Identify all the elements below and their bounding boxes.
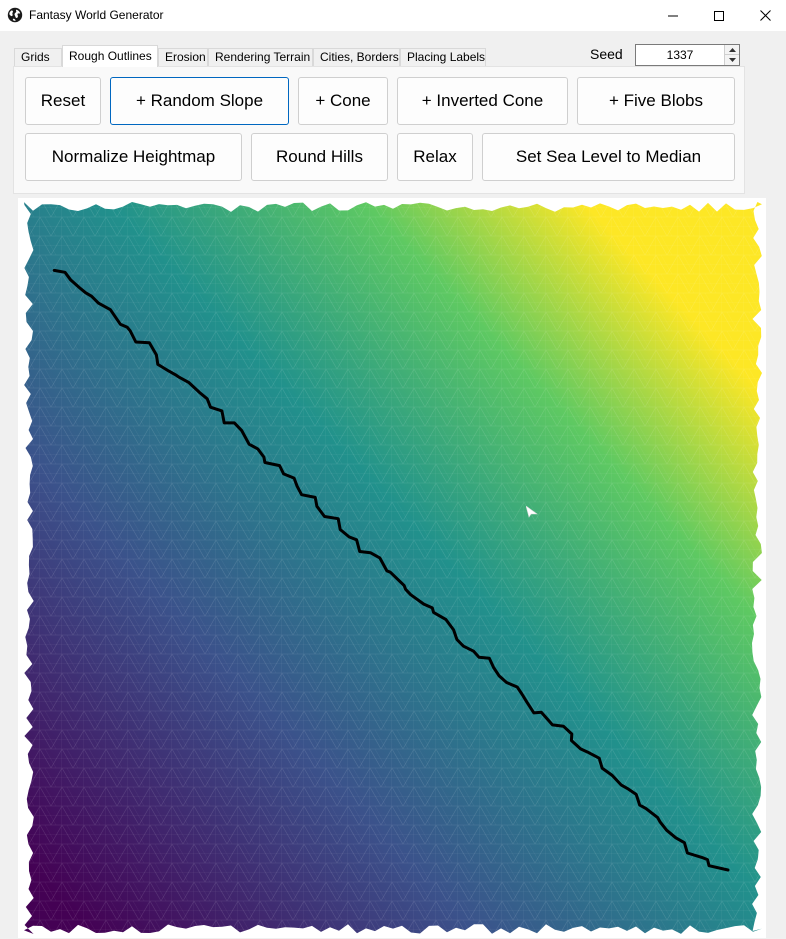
seed-label: Seed: [590, 46, 623, 62]
minimize-icon: [668, 15, 678, 16]
relax-button[interactable]: Relax: [397, 133, 473, 181]
seed-increment-button[interactable]: [724, 45, 739, 55]
globe-icon: [7, 7, 23, 23]
reset-button[interactable]: Reset: [25, 77, 101, 125]
mouse-cursor-icon: [526, 506, 538, 518]
minimize-button[interactable]: [650, 0, 696, 31]
coastline-path: [52, 268, 730, 872]
triangle-up-icon: [728, 47, 736, 52]
normalize-heightmap-button[interactable]: Normalize Heightmap: [25, 133, 242, 181]
title-bar[interactable]: Fantasy World Generator: [0, 0, 786, 31]
set-sea-level-button[interactable]: Set Sea Level to Median: [482, 133, 735, 181]
round-hills-button[interactable]: Round Hills: [251, 133, 388, 181]
seed-decrement-button[interactable]: [724, 55, 739, 65]
heightmap-canvas[interactable]: [18, 198, 766, 938]
five-blobs-button[interactable]: + Five Blobs: [577, 77, 735, 125]
tab-rendering-terrain[interactable]: Rendering Terrain: [208, 48, 313, 66]
heightmap-svg: [24, 202, 762, 934]
tab-rough-outlines[interactable]: Rough Outlines: [62, 45, 158, 67]
close-button[interactable]: [742, 0, 786, 31]
cone-button[interactable]: + Cone: [298, 77, 388, 125]
random-slope-button[interactable]: + Random Slope: [110, 77, 289, 125]
inverted-cone-button[interactable]: + Inverted Cone: [397, 77, 568, 125]
tab-grids[interactable]: Grids: [14, 48, 62, 66]
seed-spinner: [635, 44, 740, 66]
triangle-down-icon: [728, 58, 736, 62]
triangle-mesh: [24, 202, 762, 934]
tab-erosion[interactable]: Erosion: [158, 48, 208, 66]
tab-cities-borders[interactable]: Cities, Borders: [313, 48, 400, 66]
maximize-icon: [714, 10, 724, 21]
maximize-button[interactable]: [696, 0, 742, 31]
close-icon: [759, 10, 771, 21]
window-title: Fantasy World Generator: [29, 8, 164, 22]
seed-input[interactable]: [636, 45, 724, 65]
tab-placing-labels[interactable]: Placing Labels: [400, 48, 486, 66]
